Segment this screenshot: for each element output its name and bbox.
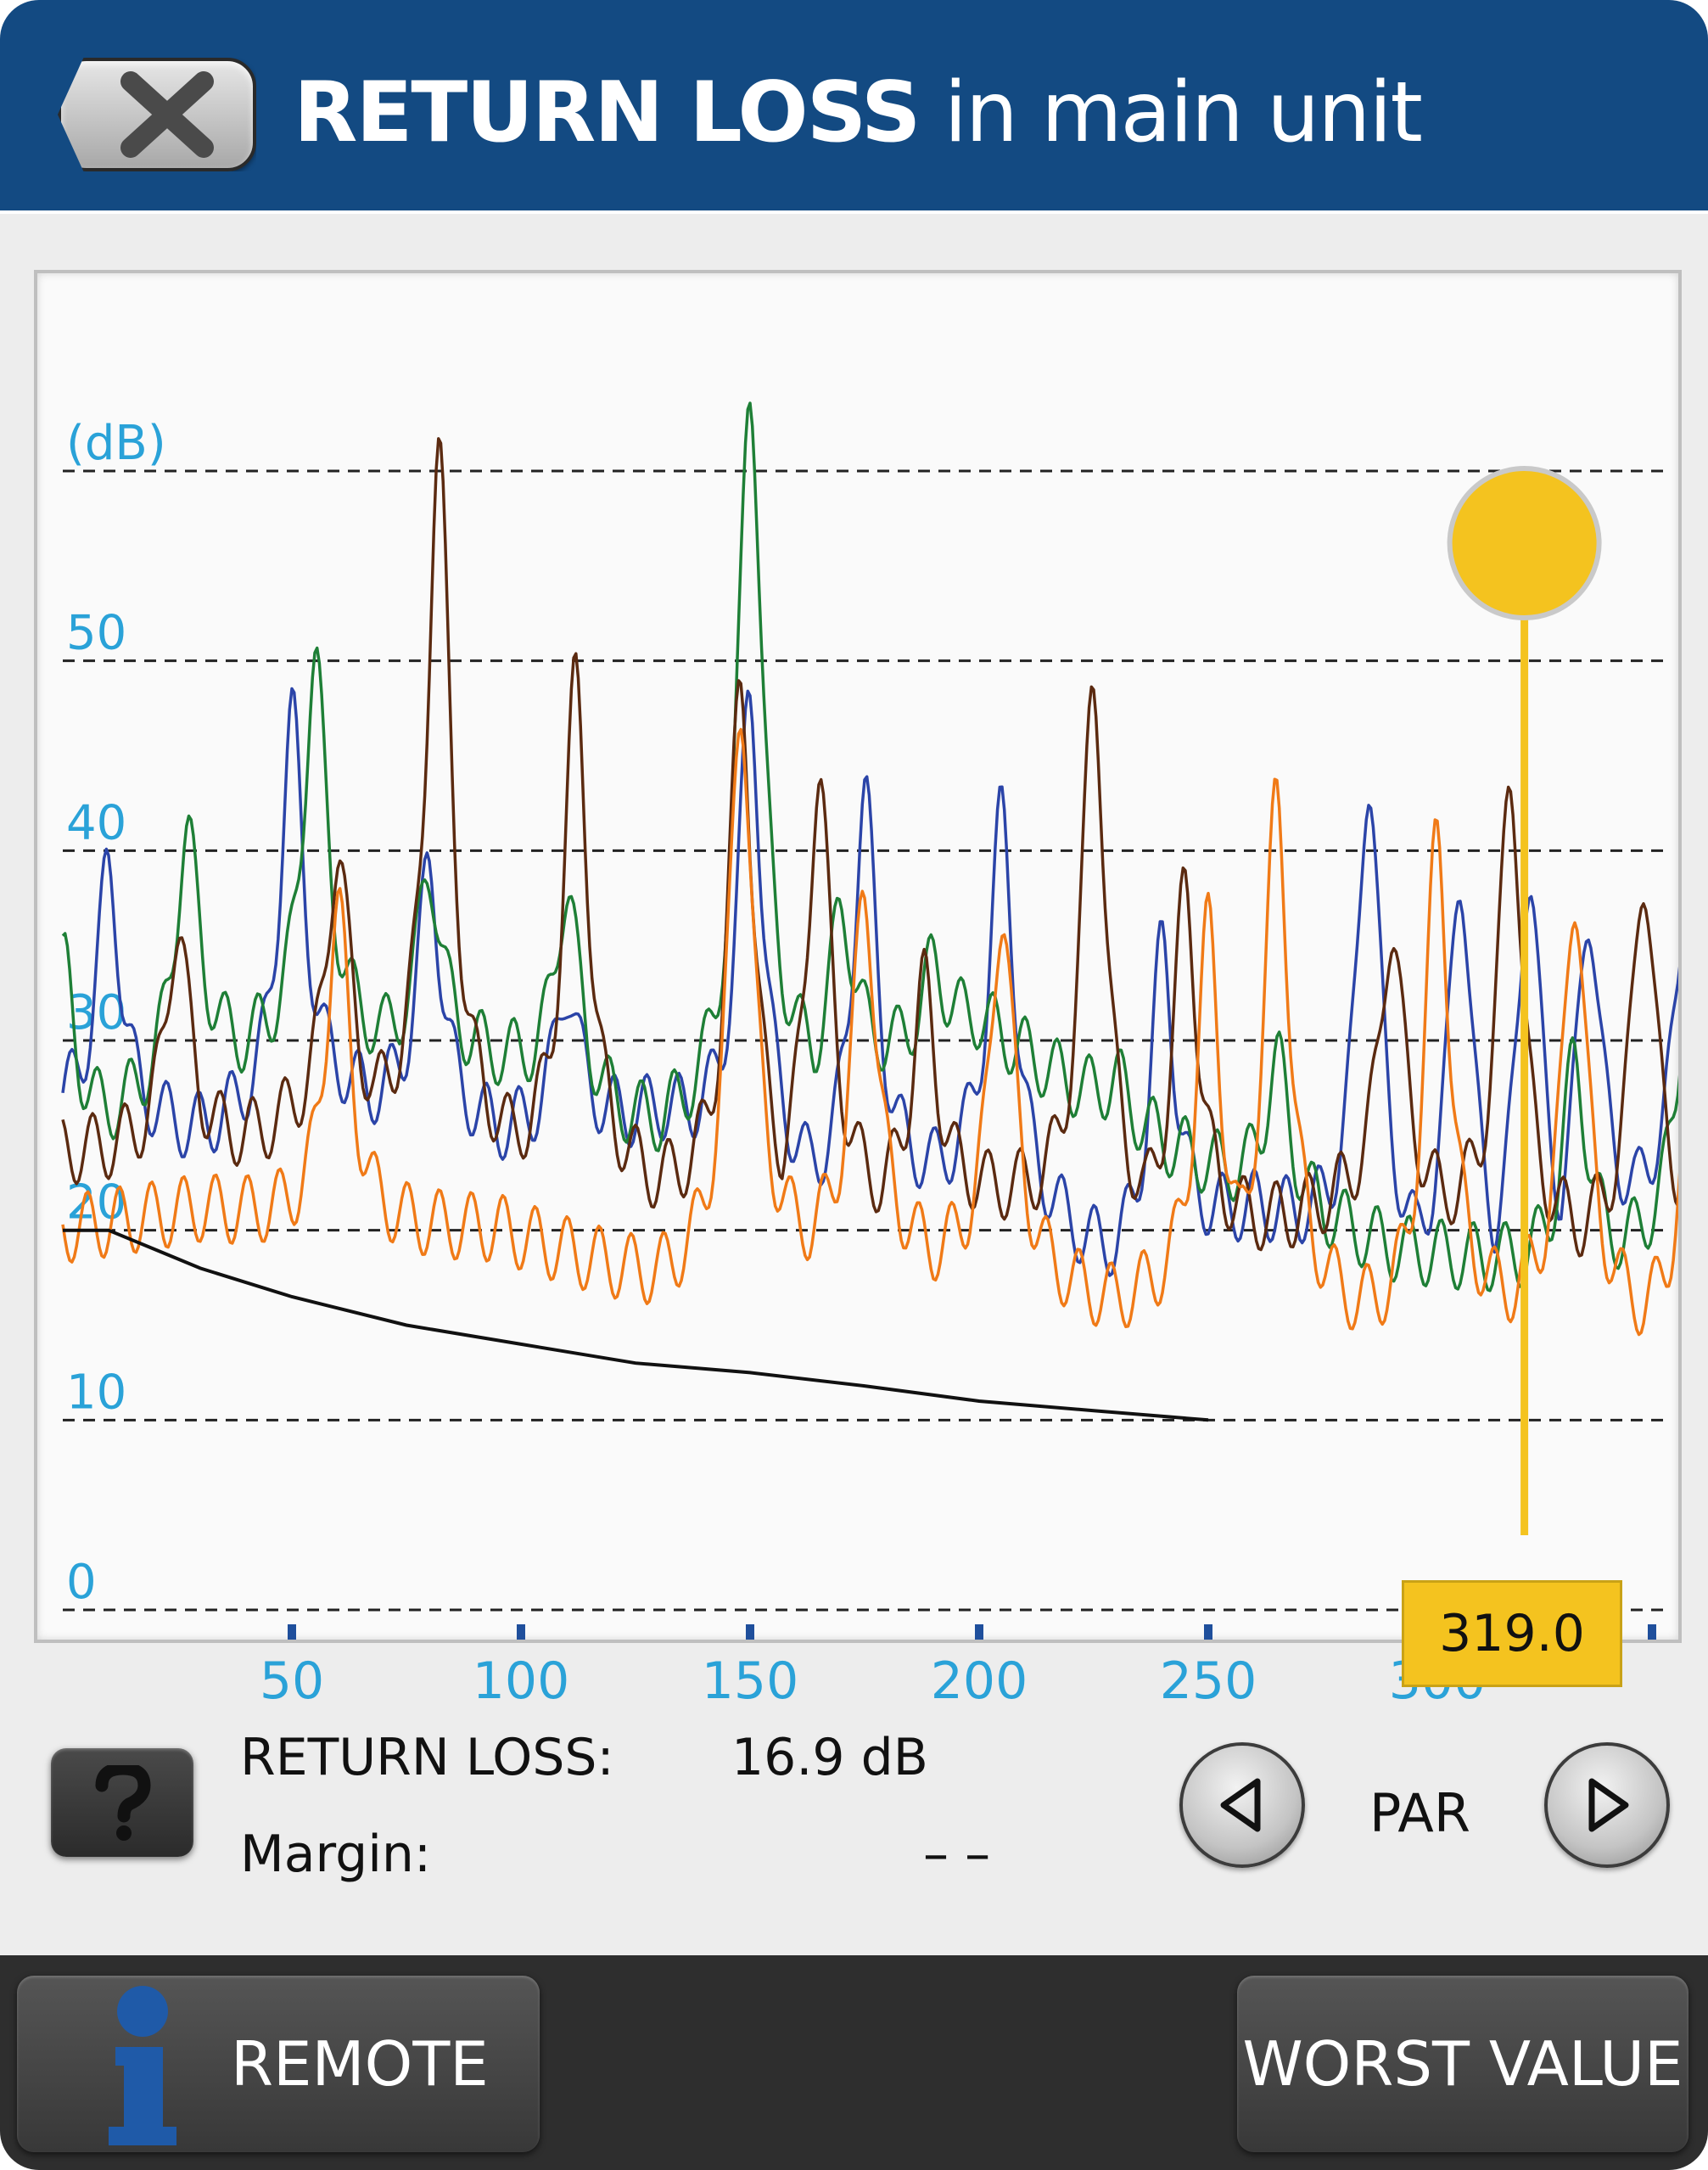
cursor-handle bbox=[1447, 466, 1602, 620]
margin-label: Margin: bbox=[240, 1825, 432, 1884]
remote-button[interactable]: REMOTE bbox=[17, 1976, 540, 2152]
x-tick-label: 50 bbox=[259, 1651, 325, 1711]
info-icon bbox=[109, 1986, 176, 2145]
x-tick-mark bbox=[746, 1624, 754, 1640]
remote-label: REMOTE bbox=[231, 2028, 489, 2100]
y-tick-label: 30 bbox=[66, 985, 126, 1040]
series-line bbox=[61, 401, 1678, 1292]
title-bar: RETURN LOSS in main unit bbox=[0, 0, 1708, 214]
return-loss-value: 16.9 dB bbox=[731, 1728, 928, 1787]
y-tick-label: 40 bbox=[66, 795, 126, 850]
next-pair-button[interactable] bbox=[1544, 1742, 1670, 1868]
x-tick-mark bbox=[975, 1624, 983, 1640]
return-loss-label: RETURN LOSS: bbox=[240, 1728, 614, 1787]
close-button[interactable] bbox=[58, 58, 256, 171]
worst-value-label: WORST VALUE bbox=[1242, 2028, 1683, 2100]
pair-label: PAR bbox=[1369, 1782, 1470, 1844]
y-axis-label: (dB) bbox=[66, 416, 166, 471]
close-x-icon bbox=[120, 71, 214, 158]
cursor-value-tag: 319.0 bbox=[1402, 1580, 1622, 1687]
limit-line bbox=[63, 1228, 1209, 1422]
series-line bbox=[61, 437, 1678, 1258]
chart-area[interactable]: 0 10 20 30 40 50 (dB) bbox=[34, 270, 1682, 1643]
page-title: RETURN LOSS in main unit bbox=[294, 64, 1423, 161]
x-tick-label: 150 bbox=[701, 1651, 799, 1711]
series-line bbox=[61, 687, 1678, 1277]
series-line bbox=[61, 727, 1678, 1337]
triangle-right-icon bbox=[1588, 1778, 1629, 1832]
bottom-toolbar: REMOTE WORST VALUE bbox=[0, 1955, 1708, 2170]
x-tick-label: 100 bbox=[472, 1651, 570, 1711]
x-tick-mark bbox=[517, 1624, 525, 1640]
x-tick-mark bbox=[1648, 1624, 1656, 1640]
page-title-bold: RETURN LOSS bbox=[294, 64, 921, 161]
previous-pair-button[interactable] bbox=[1179, 1742, 1305, 1868]
page-title-rest: in main unit bbox=[919, 64, 1423, 161]
help-button[interactable] bbox=[51, 1748, 193, 1857]
x-tick-mark bbox=[288, 1624, 296, 1640]
y-tick-label: 50 bbox=[66, 606, 126, 661]
x-tick-label: 250 bbox=[1159, 1651, 1257, 1711]
question-mark-icon bbox=[95, 1765, 151, 1841]
triangle-left-icon bbox=[1220, 1778, 1261, 1832]
x-tick-label: 200 bbox=[930, 1651, 1028, 1711]
y-tick-label: 10 bbox=[66, 1365, 126, 1420]
x-tick-mark bbox=[1204, 1624, 1212, 1640]
y-tick-label: 0 bbox=[66, 1555, 97, 1610]
margin-value: – – bbox=[923, 1825, 991, 1884]
worst-value-button[interactable]: WORST VALUE bbox=[1237, 1976, 1688, 2152]
